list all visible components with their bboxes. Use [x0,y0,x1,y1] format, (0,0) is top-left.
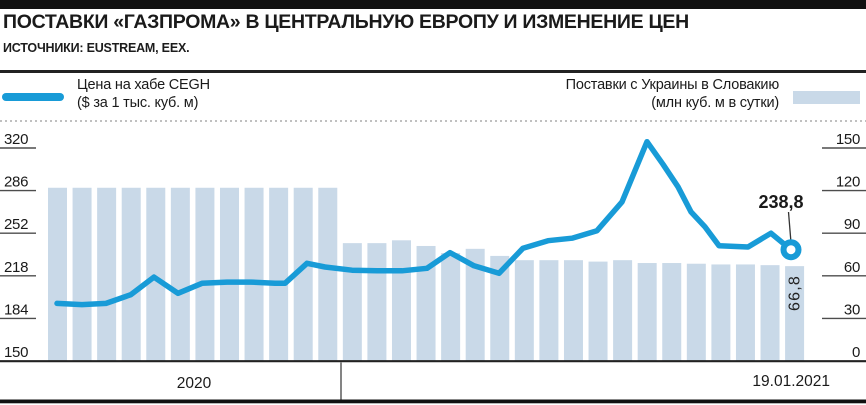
supply-bar [293,187,313,361]
last-bar-value-label: 66,8 [786,275,803,311]
header-divider [0,70,866,73]
supply-bar [219,187,239,361]
supply-bar [490,255,510,361]
supply-bar [588,261,608,361]
right-axis-tick-label: 120 [836,174,860,191]
price-line [54,138,794,308]
left-axis-tick-label: 320 [4,131,28,148]
supply-bar [539,260,559,361]
bottom-black-band [0,399,866,404]
right-axis-tick-label: 30 [844,301,860,318]
bars-legend-label-1: Поставки с Украины в Словакию [565,77,780,93]
left-axis-tick-label: 150 [4,344,28,361]
top-black-band [0,0,866,9]
supply-bar [244,187,264,361]
price-annotation: 238,8 [758,192,803,212]
supply-bar [318,187,338,361]
supply-bar [391,240,411,361]
supply-bar [637,263,657,361]
line-legend-label: Цена на хабе CEGH ($ за 1 тыс. куб. м) [77,77,210,112]
left-axis-tick-label: 218 [4,259,28,276]
right-axis-tick-label: 90 [844,216,860,233]
line-legend-label-2: ($ за 1 тыс. куб. м) [77,94,199,111]
supply-bar [686,263,706,361]
bars-legend-label-2: (млн куб. м в сутки) [651,94,779,111]
price-end-marker [780,239,802,261]
left-axis-tick-label: 252 [4,216,28,233]
bars-legend-label: Поставки с Украины в Словакию (млн куб. … [565,77,780,112]
supply-bar [170,187,190,361]
line-legend-label-1: Цена на хабе CEGH [77,77,210,93]
left-axis-tick-label: 184 [4,301,28,318]
supply-bar [367,243,387,361]
supply-bar [563,260,583,361]
supply-bar [662,263,682,361]
supply-bar [441,253,461,361]
supply-bar [121,187,141,361]
sources-note: ИСТОЧНИКИ: EUSTREAM, EEX. [3,41,190,55]
supply-bar [735,264,755,361]
right-axis-tick-label: 60 [844,259,860,276]
supply-bar [195,187,215,361]
right-axis-tick-label: 150 [836,131,860,148]
supply-bar [342,243,362,361]
supply-bar [97,187,117,361]
supply-bar [785,266,805,361]
chart-title: ПОСТАВКИ «ГАЗПРОМА» В ЦЕНТРАЛЬНУЮ ЕВРОПУ… [3,11,689,33]
supply-bar [416,245,436,361]
supply-bar [146,187,166,361]
supply-bar [48,187,67,361]
supply-bar [760,265,780,361]
supply-bar [269,187,289,361]
x-label-2020: 2020 [177,375,212,392]
line-legend-swatch [2,93,64,101]
supply-bar [72,187,92,361]
x-label-date: 19.01.2021 [752,373,830,390]
price-callout-line [787,211,792,243]
supply-bar [465,248,485,361]
supply-bar [711,264,731,361]
supply-bar [613,260,633,361]
right-axis-tick-label: 0 [852,344,860,361]
supply-bar [514,260,534,361]
left-axis-tick-label: 286 [4,174,28,191]
bars-legend-swatch [793,91,860,104]
